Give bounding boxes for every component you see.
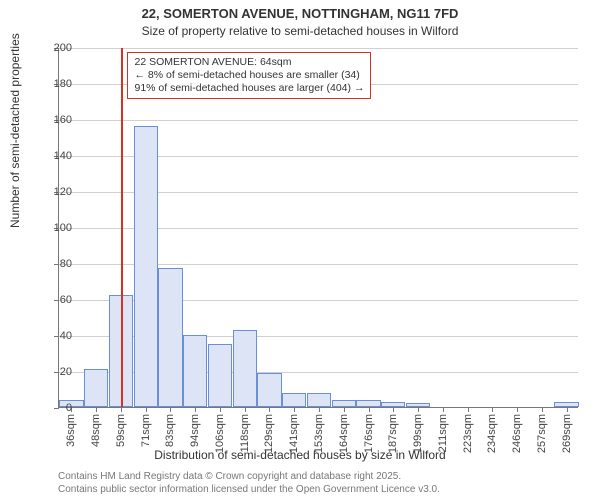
histogram-bar	[233, 330, 257, 407]
xtick-label: 118sqm	[239, 414, 251, 452]
ytick-label: 140	[54, 150, 72, 162]
histogram-bar	[356, 400, 380, 407]
xtick-mark	[393, 407, 394, 412]
xtick-mark	[294, 407, 295, 412]
xtick-mark	[195, 407, 196, 412]
annotation-box: 22 SOMERTON AVENUE: 64sqm← 8% of semi-de…	[127, 52, 371, 99]
xtick-mark	[443, 407, 444, 412]
xtick-mark	[369, 407, 370, 412]
xtick-mark	[146, 407, 147, 412]
xtick-mark	[220, 407, 221, 412]
chart-title: 22, SOMERTON AVENUE, NOTTINGHAM, NG11 7F…	[0, 6, 600, 21]
x-axis-label: Distribution of semi-detached houses by …	[0, 448, 600, 462]
plot-area: 36sqm48sqm59sqm71sqm83sqm94sqm106sqm118s…	[58, 48, 578, 408]
xtick-mark	[492, 407, 493, 412]
xtick-mark	[542, 407, 543, 412]
xtick-label: 48sqm	[90, 414, 102, 447]
histogram-bar	[84, 369, 108, 407]
footer-line-2: Contains public sector information licen…	[58, 483, 440, 496]
marker-line	[121, 48, 123, 407]
xtick-label: 59sqm	[115, 414, 127, 447]
xtick-mark	[121, 407, 122, 412]
histogram-bar	[158, 268, 182, 407]
ytick-label: 100	[54, 222, 72, 234]
ytick-label: 40	[60, 330, 72, 342]
xtick-mark	[269, 407, 270, 412]
histogram-bar	[257, 373, 281, 407]
ytick-mark	[54, 372, 59, 373]
ytick-mark	[54, 300, 59, 301]
ytick-label: 80	[60, 258, 72, 270]
xtick-label: 83sqm	[164, 414, 176, 447]
xtick-mark	[418, 407, 419, 412]
y-axis-label: Number of semi-detached properties	[8, 33, 22, 228]
ytick-label: 200	[54, 42, 72, 54]
histogram-bar	[307, 393, 331, 407]
xtick-mark	[517, 407, 518, 412]
chart-footer: Contains HM Land Registry data © Crown c…	[58, 470, 440, 496]
histogram-bar	[134, 126, 158, 407]
histogram-bar	[208, 344, 232, 407]
ytick-label: 160	[54, 114, 72, 126]
histogram-bar	[282, 393, 306, 407]
xtick-label: 211sqm	[437, 414, 449, 452]
xtick-mark	[567, 407, 568, 412]
chart-subtitle: Size of property relative to semi-detach…	[0, 24, 600, 38]
ytick-label: 20	[60, 366, 72, 378]
histogram-bar	[183, 335, 207, 407]
annotation-line-2: ← 8% of semi-detached houses are smaller…	[134, 69, 364, 82]
ytick-mark	[54, 264, 59, 265]
xtick-mark	[170, 407, 171, 412]
histogram-bar	[332, 400, 356, 407]
annotation-line-3: 91% of semi-detached houses are larger (…	[134, 82, 364, 95]
xtick-label: 36sqm	[65, 414, 77, 447]
xtick-mark	[344, 407, 345, 412]
xtick-mark	[96, 407, 97, 412]
xtick-mark	[319, 407, 320, 412]
gridline	[59, 120, 578, 121]
gridline	[59, 48, 578, 49]
ytick-label: 180	[54, 78, 72, 90]
xtick-label: 94sqm	[189, 414, 201, 447]
ytick-mark	[54, 336, 59, 337]
ytick-label: 60	[60, 294, 72, 306]
ytick-mark	[54, 408, 59, 409]
property-size-chart: 22, SOMERTON AVENUE, NOTTINGHAM, NG11 7F…	[0, 0, 600, 500]
annotation-line-1: 22 SOMERTON AVENUE: 64sqm	[134, 56, 364, 69]
xtick-mark	[468, 407, 469, 412]
ytick-label: 0	[66, 402, 72, 414]
xtick-label: 71sqm	[140, 414, 152, 447]
ytick-label: 120	[54, 186, 72, 198]
xtick-mark	[245, 407, 246, 412]
footer-line-1: Contains HM Land Registry data © Crown c…	[58, 470, 440, 483]
